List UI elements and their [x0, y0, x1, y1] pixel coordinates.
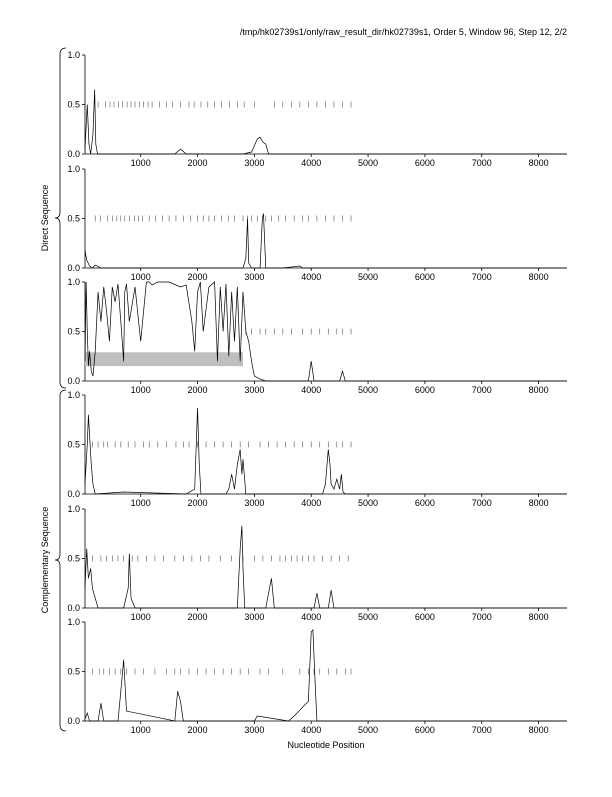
- x-tick-label: 7000: [472, 158, 492, 168]
- x-tick-label: 2000: [188, 498, 208, 508]
- y-tick-label: 1.0: [67, 617, 80, 627]
- data-line: [84, 407, 567, 495]
- data-line: [84, 525, 567, 609]
- y-tick-label: 1.0: [67, 390, 80, 400]
- x-tick-label: 1000: [131, 725, 151, 735]
- x-tick-label: 2000: [188, 725, 208, 735]
- y-tick-label: 0.0: [67, 603, 80, 613]
- y-tick-label: 0.5: [67, 214, 80, 224]
- group-brace: [54, 47, 67, 389]
- x-tick-label: 8000: [529, 612, 549, 622]
- header: /tmp/hk02739s1/only/raw_result_dir/hk027…: [240, 27, 567, 37]
- x-axis-label: Nucleotide Position: [287, 740, 364, 750]
- x-tick-label: 3000: [244, 385, 264, 395]
- data-line: [84, 281, 567, 382]
- y-tick-label: 0.5: [67, 667, 80, 677]
- x-tick-label: 4000: [301, 725, 321, 735]
- x-tick-label: 4000: [301, 385, 321, 395]
- x-tick-label: 5000: [358, 385, 378, 395]
- x-tick-label: 7000: [472, 612, 492, 622]
- y-tick-label: 1.0: [67, 504, 80, 514]
- x-tick-label: 8000: [529, 272, 549, 282]
- y-tick-label: 0.5: [67, 327, 80, 337]
- x-tick-label: 2000: [188, 158, 208, 168]
- x-tick-label: 4000: [301, 612, 321, 622]
- y-tick-label: 1.0: [67, 50, 80, 60]
- band: [85, 352, 244, 367]
- y-tick-label: 1.0: [67, 277, 80, 287]
- x-tick-label: 3000: [244, 612, 264, 622]
- x-tick-label: 5000: [358, 272, 378, 282]
- x-tick-label: 1000: [131, 158, 151, 168]
- x-tick-label: 8000: [529, 725, 549, 735]
- x-tick-label: 1000: [131, 385, 151, 395]
- x-tick-label: 5000: [358, 498, 378, 508]
- group-label: Direct Sequence: [40, 185, 50, 252]
- y-tick-label: 1.0: [67, 164, 80, 174]
- x-tick-label: 6000: [415, 725, 435, 735]
- x-tick-label: 5000: [358, 158, 378, 168]
- x-tick-label: 2000: [188, 385, 208, 395]
- x-tick-label: 3000: [244, 498, 264, 508]
- y-tick-label: 0.0: [67, 716, 80, 726]
- y-tick-label: 0.0: [67, 376, 80, 386]
- x-tick-label: 4000: [301, 498, 321, 508]
- data-line: [84, 213, 567, 269]
- y-tick-label: 0.5: [67, 440, 80, 450]
- y-tick-label: 0.0: [67, 149, 80, 159]
- x-tick-label: 3000: [244, 158, 264, 168]
- x-tick-label: 3000: [244, 272, 264, 282]
- x-tick-label: 7000: [472, 725, 492, 735]
- x-tick-label: 1000: [131, 498, 151, 508]
- x-tick-label: 6000: [415, 498, 435, 508]
- x-tick-label: 6000: [415, 272, 435, 282]
- x-tick-label: 6000: [415, 158, 435, 168]
- x-tick-label: 3000: [244, 725, 264, 735]
- x-tick-label: 5000: [358, 725, 378, 735]
- x-tick-label: 2000: [188, 612, 208, 622]
- x-tick-label: 8000: [529, 385, 549, 395]
- x-tick-label: 6000: [415, 612, 435, 622]
- y-tick-label: 0.0: [67, 263, 80, 273]
- x-tick-label: 5000: [358, 612, 378, 622]
- x-tick-label: 4000: [301, 158, 321, 168]
- y-tick-label: 0.5: [67, 554, 80, 564]
- x-tick-label: 7000: [472, 498, 492, 508]
- data-line: [84, 629, 567, 722]
- x-tick-label: 7000: [472, 272, 492, 282]
- x-tick-label: 2000: [188, 272, 208, 282]
- data-line: [84, 89, 567, 155]
- group-label: Complementary Sequence: [40, 507, 50, 614]
- y-tick-label: 0.0: [67, 489, 80, 499]
- y-tick-label: 0.5: [67, 100, 80, 110]
- x-tick-label: 1000: [131, 272, 151, 282]
- x-tick-label: 6000: [415, 385, 435, 395]
- x-tick-label: 8000: [529, 498, 549, 508]
- group-brace: [54, 389, 67, 732]
- x-tick-label: 7000: [472, 385, 492, 395]
- x-tick-label: 1000: [131, 612, 151, 622]
- x-tick-label: 4000: [301, 272, 321, 282]
- x-tick-label: 8000: [529, 158, 549, 168]
